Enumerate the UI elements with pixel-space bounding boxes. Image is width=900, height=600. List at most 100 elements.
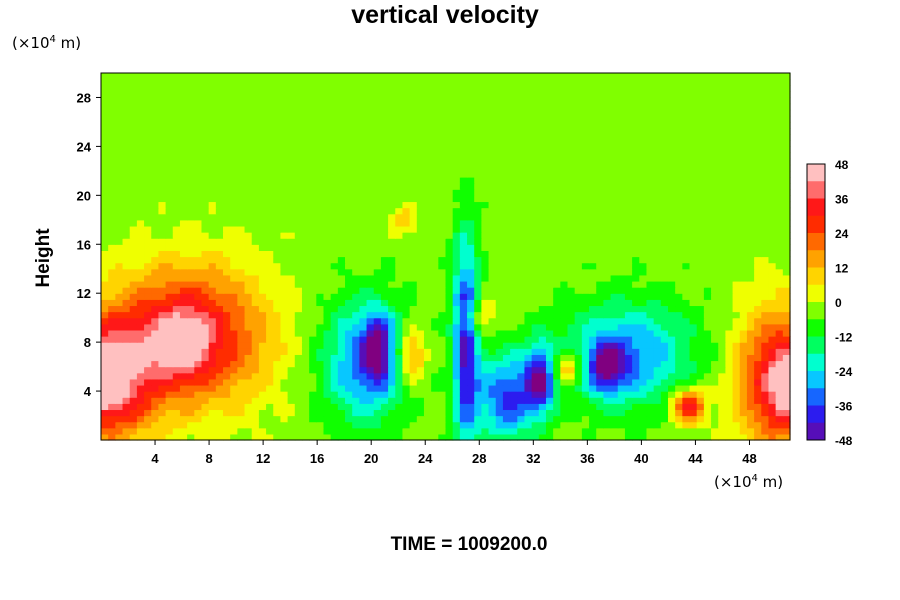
heatmap-cell <box>761 201 770 209</box>
heatmap-cell <box>423 433 432 441</box>
heatmap-cell <box>251 268 260 276</box>
heatmap-cell <box>359 299 368 307</box>
heatmap-cell <box>366 256 375 264</box>
heatmap-cell <box>560 146 569 154</box>
heatmap-cell <box>273 140 282 147</box>
heatmap-cell <box>359 342 368 349</box>
heatmap-cell <box>244 140 253 147</box>
heatmap-cell <box>301 232 310 239</box>
heatmap-cell <box>596 225 604 233</box>
heatmap-cell <box>603 164 612 172</box>
heatmap-cell <box>273 372 282 380</box>
heatmap-cell <box>287 140 296 147</box>
heatmap-cell <box>660 170 669 178</box>
heatmap-cell <box>316 409 325 417</box>
heatmap-cell <box>122 299 131 307</box>
heatmap-cell <box>373 348 382 355</box>
heatmap-cell <box>330 305 339 313</box>
heatmap-cell <box>438 128 447 135</box>
heatmap-cell <box>775 262 784 270</box>
heatmap-cell <box>624 415 633 423</box>
heatmap-cell <box>703 299 712 307</box>
heatmap-cell <box>746 164 755 172</box>
heatmap-cell <box>617 219 626 227</box>
heatmap-cell <box>746 336 755 343</box>
heatmap-cell <box>467 409 475 417</box>
heatmap-cell <box>660 409 669 417</box>
heatmap-cell <box>179 293 188 300</box>
heatmap-cell <box>108 293 116 300</box>
heatmap-cell <box>129 219 138 227</box>
heatmap-cell <box>409 391 418 398</box>
heatmap-cell <box>589 305 597 313</box>
heatmap-cell <box>431 397 439 404</box>
heatmap-cell <box>366 146 375 154</box>
heatmap-cell <box>768 421 777 429</box>
heatmap-cell <box>703 274 712 282</box>
heatmap-cell <box>309 342 317 349</box>
heatmap-cell <box>151 409 160 417</box>
heatmap-cell <box>416 378 425 386</box>
heatmap-cell <box>495 268 504 276</box>
heatmap-cell <box>395 250 404 258</box>
heatmap-cell <box>108 244 116 251</box>
heatmap-cell <box>330 128 339 135</box>
heatmap-cell <box>452 433 461 441</box>
heatmap-cell <box>775 158 784 166</box>
heatmap-cell <box>452 421 461 429</box>
heatmap-cell <box>632 323 640 331</box>
heatmap-cell <box>553 348 561 355</box>
heatmap-cell <box>459 121 468 129</box>
heatmap-cell <box>323 262 332 270</box>
heatmap-cell <box>230 201 238 209</box>
heatmap-cell <box>459 232 468 239</box>
heatmap-cell <box>531 146 540 154</box>
heatmap-cell <box>531 201 540 209</box>
heatmap-cell <box>402 409 411 417</box>
heatmap-cell <box>402 372 411 380</box>
heatmap-cell <box>280 323 289 331</box>
heatmap-cell <box>467 280 475 288</box>
heatmap-cell <box>653 403 662 411</box>
heatmap-cell <box>567 128 576 135</box>
heatmap-cell <box>395 274 404 282</box>
heatmap-cell <box>294 183 303 190</box>
heatmap-cell <box>667 329 676 337</box>
heatmap-cell <box>739 176 748 184</box>
heatmap-cell <box>746 140 755 147</box>
heatmap-cell <box>201 268 210 276</box>
heatmap-cell <box>682 433 691 441</box>
heatmap-cell <box>101 232 109 239</box>
heatmap-cell <box>761 329 770 337</box>
heatmap-cell <box>474 305 482 313</box>
heatmap-cell <box>445 372 454 380</box>
heatmap-cell <box>201 360 210 368</box>
heatmap-cell <box>395 348 404 355</box>
heatmap-cell <box>416 189 425 196</box>
heatmap-cell <box>632 311 640 319</box>
heatmap-cell <box>438 262 447 270</box>
heatmap-cell <box>689 421 698 429</box>
heatmap-cell <box>287 256 296 264</box>
heatmap-cell <box>273 152 282 160</box>
heatmap-cell <box>553 213 561 221</box>
heatmap-cell <box>165 427 174 435</box>
heatmap-cell <box>696 299 705 307</box>
heatmap-cell <box>388 348 396 355</box>
heatmap-cell <box>431 274 439 282</box>
heatmap-cell <box>380 164 389 172</box>
heatmap-cell <box>266 207 274 215</box>
heatmap-cell <box>373 164 382 172</box>
heatmap-cell <box>589 360 597 368</box>
heatmap-cell <box>129 372 138 380</box>
heatmap-cell <box>194 274 203 282</box>
heatmap-cell <box>215 421 224 429</box>
heatmap-cell <box>452 409 461 417</box>
heatmap-cell <box>531 360 540 368</box>
heatmap-cell <box>366 121 375 129</box>
heatmap-cell <box>510 274 518 282</box>
heatmap-cell <box>237 305 246 313</box>
heatmap-cell <box>402 207 411 215</box>
heatmap-cell <box>136 293 145 300</box>
heatmap-cell <box>624 354 633 362</box>
